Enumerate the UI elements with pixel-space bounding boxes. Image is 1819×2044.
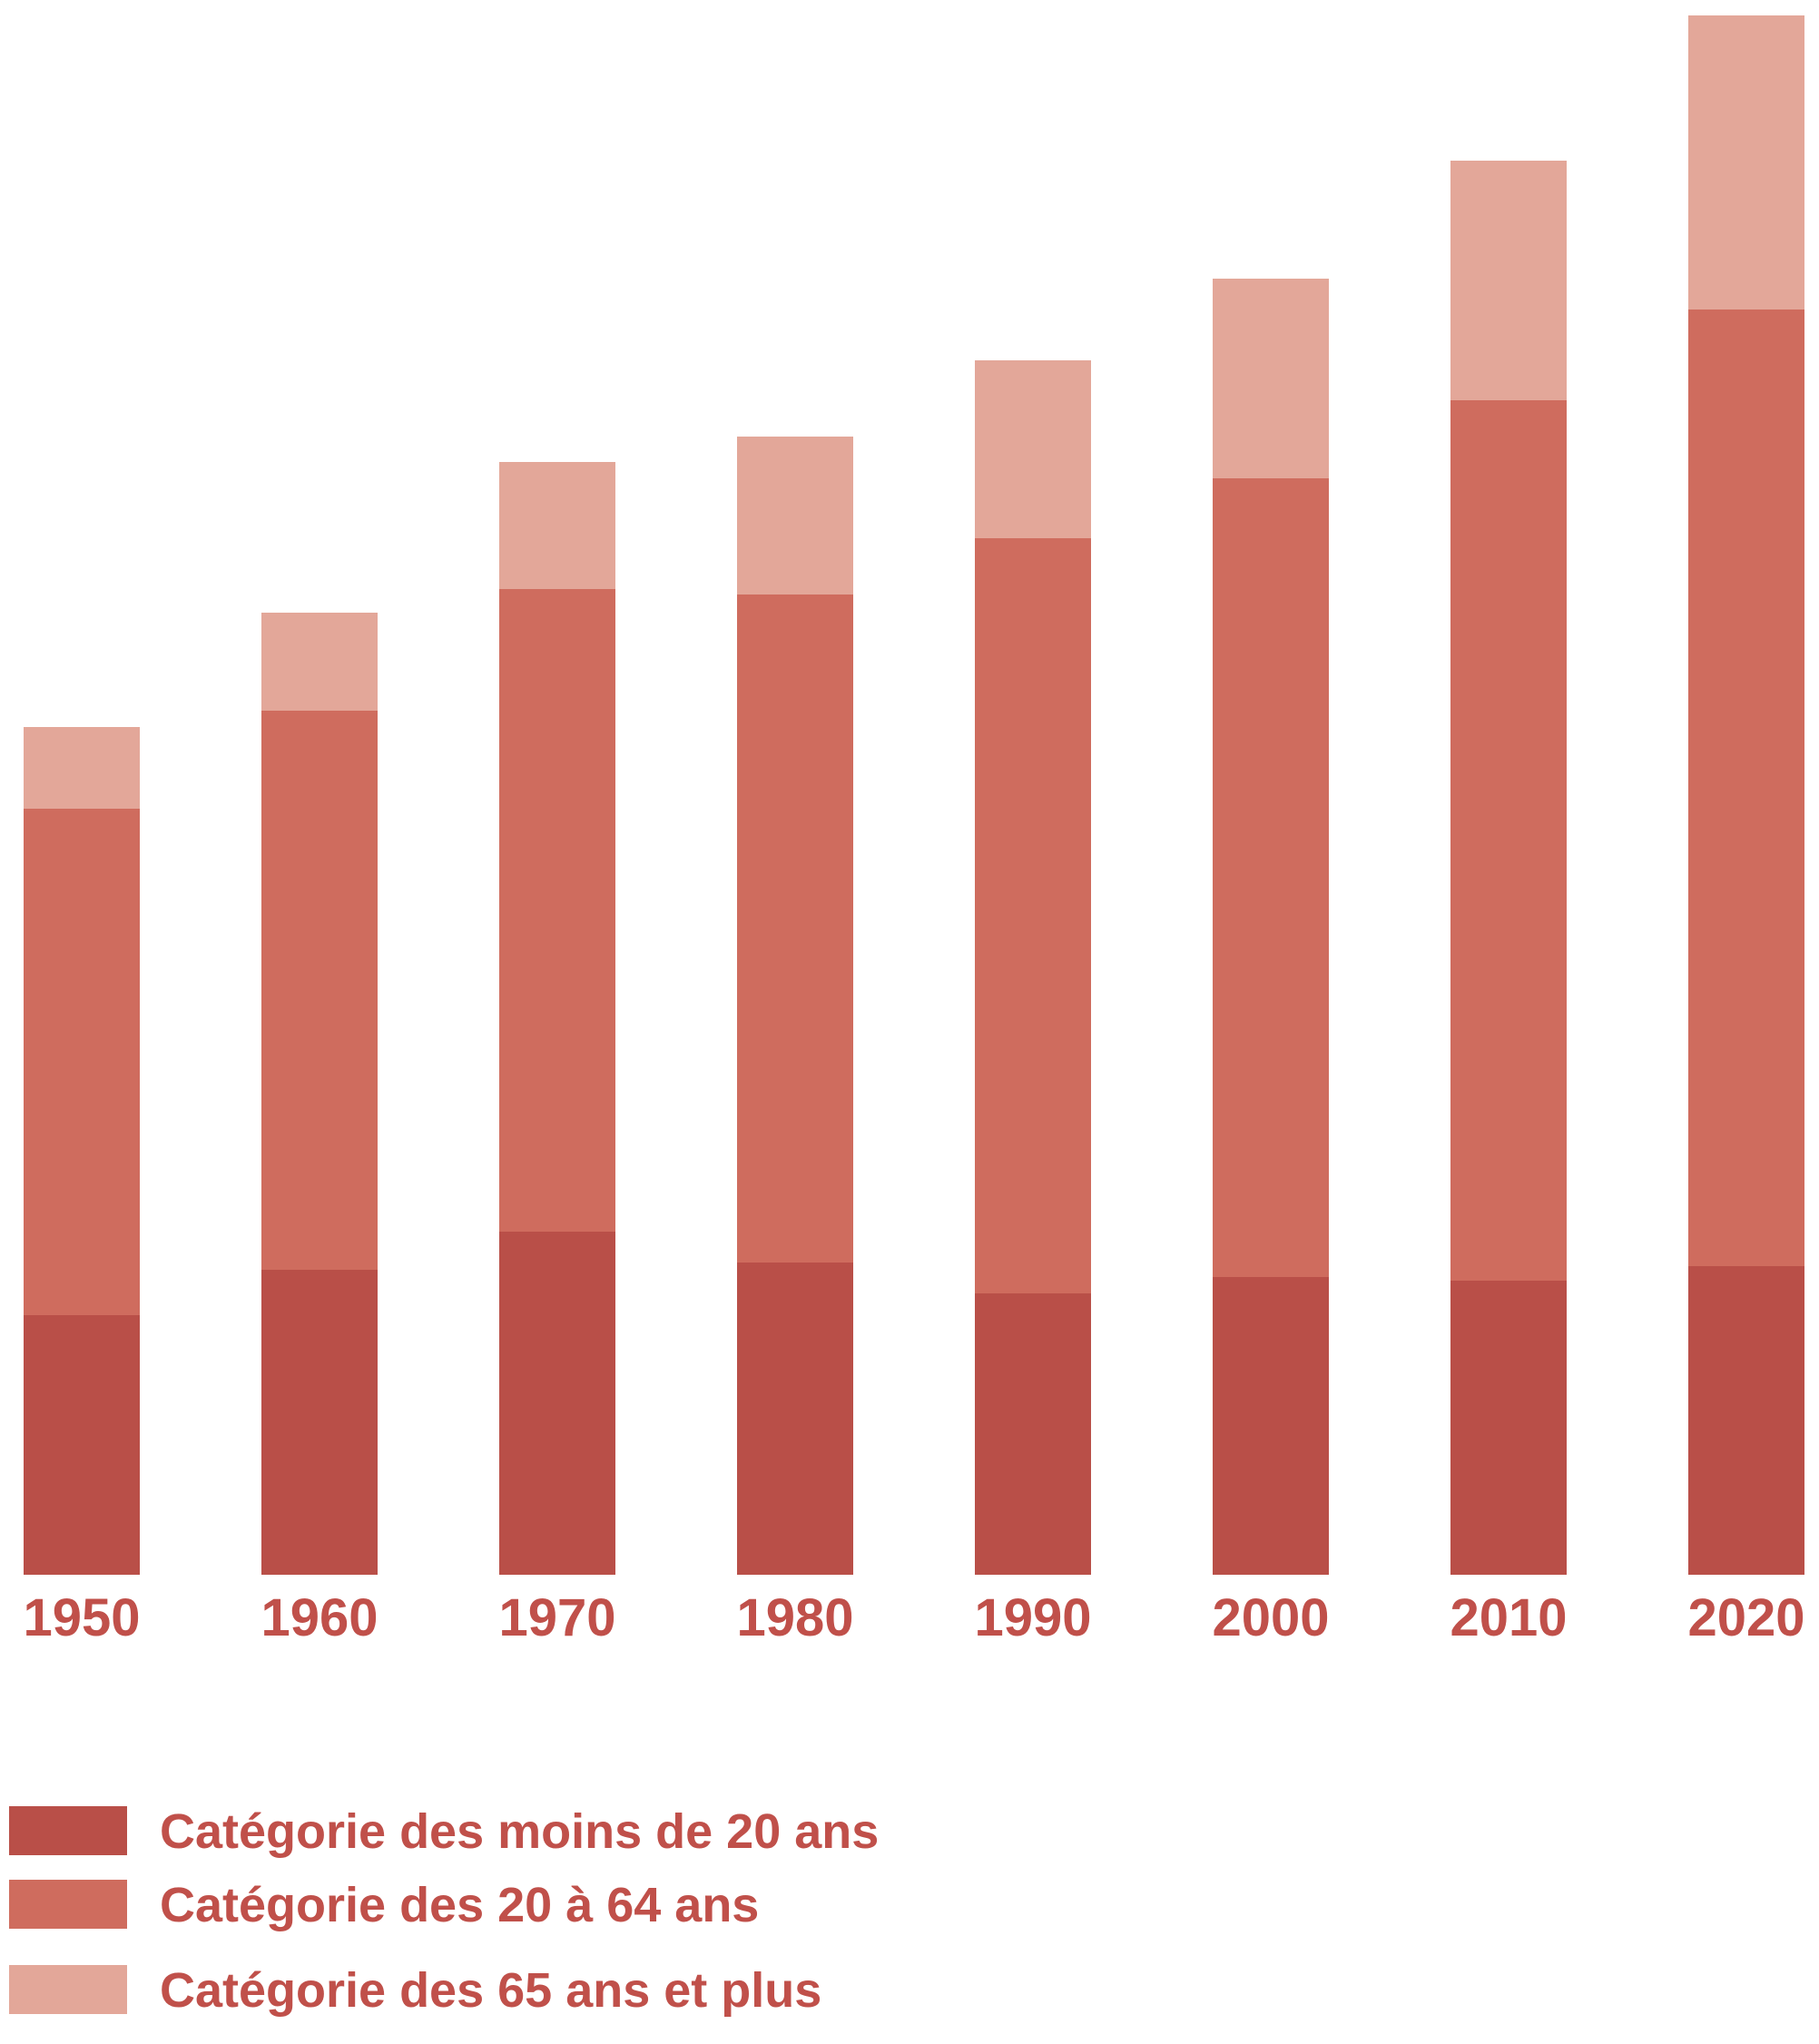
- bar-1970-series-2: [499, 462, 615, 589]
- legend-label-0: Catégorie des moins de 20 ans: [160, 1804, 879, 1859]
- legend: Catégorie des moins de 20 ans Catégorie d…: [9, 1804, 879, 2018]
- bar-2010-series-1: [1450, 400, 1567, 1281]
- x-tick-label-2010: 2010: [1450, 1588, 1567, 1647]
- bar-2020-series-2: [1688, 15, 1804, 310]
- legend-swatch-2: [9, 1965, 127, 2014]
- bar-1990-series-1: [975, 538, 1091, 1293]
- bar-1960-series-1: [261, 711, 378, 1270]
- legend-label-2: Catégorie des 65 ans et plus: [160, 1963, 821, 2018]
- bars-layer: [24, 15, 1804, 1575]
- x-tick-label-2000: 2000: [1212, 1588, 1329, 1647]
- x-tick-label-1990: 1990: [974, 1588, 1091, 1647]
- bar-1960-series-0: [261, 1270, 378, 1575]
- bar-1950-series-2: [24, 727, 140, 809]
- bar-2010-series-2: [1450, 161, 1567, 400]
- bar-1990-series-0: [975, 1293, 1091, 1575]
- legend-swatch-0: [9, 1806, 127, 1855]
- x-axis-tick-labels: 1950 1960 1970 1980 1990 2000 2010 2020: [23, 1588, 1804, 1647]
- bar-1960-series-2: [261, 613, 378, 711]
- x-tick-label-1950: 1950: [23, 1588, 140, 1647]
- bar-2000-series-1: [1213, 478, 1329, 1277]
- x-tick-label-1960: 1960: [261, 1588, 378, 1647]
- bar-1980-series-2: [737, 437, 853, 595]
- bar-1990-series-2: [975, 360, 1091, 538]
- bar-1980-series-1: [737, 595, 853, 1263]
- bar-1950-series-0: [24, 1315, 140, 1575]
- x-tick-label-2020: 2020: [1687, 1588, 1804, 1647]
- bar-1970-series-1: [499, 589, 615, 1232]
- legend-swatch-1: [9, 1880, 127, 1929]
- bar-2000-series-0: [1213, 1277, 1329, 1575]
- x-tick-label-1980: 1980: [736, 1588, 853, 1647]
- x-tick-label-1970: 1970: [498, 1588, 615, 1647]
- legend-label-1: Catégorie des 20 à 64 ans: [160, 1878, 759, 1932]
- bar-2020-series-0: [1688, 1266, 1804, 1575]
- bar-1980-series-0: [737, 1263, 853, 1575]
- bar-2000-series-2: [1213, 279, 1329, 478]
- bar-1970-series-0: [499, 1232, 615, 1575]
- bar-1950-series-1: [24, 809, 140, 1315]
- bar-2010-series-0: [1450, 1281, 1567, 1575]
- bar-2020-series-1: [1688, 310, 1804, 1266]
